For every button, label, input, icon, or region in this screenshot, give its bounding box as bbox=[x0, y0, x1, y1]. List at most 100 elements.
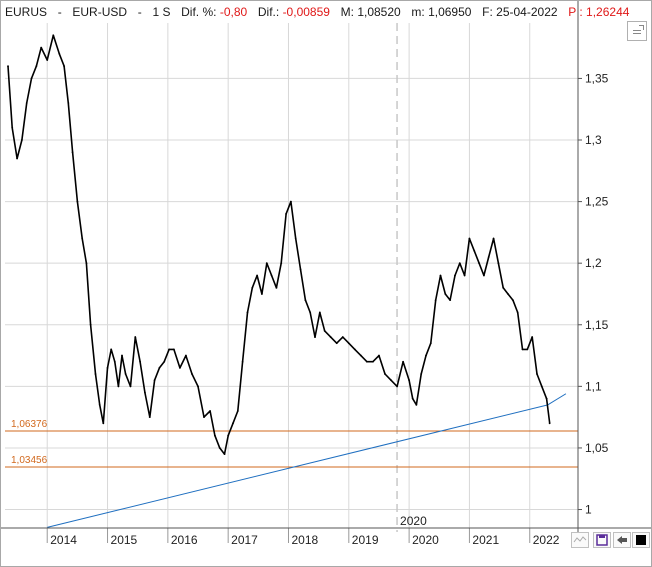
price-point bbox=[94, 373, 97, 375]
price-point bbox=[227, 434, 230, 437]
price-point bbox=[511, 299, 514, 302]
price-point bbox=[329, 336, 332, 338]
price-point bbox=[265, 262, 268, 265]
price-point bbox=[172, 348, 175, 351]
price-point bbox=[540, 385, 543, 388]
price-point bbox=[67, 102, 70, 104]
price-point bbox=[203, 416, 205, 419]
price-point bbox=[439, 274, 442, 277]
price-point bbox=[218, 447, 221, 449]
cursor-icon[interactable] bbox=[613, 532, 631, 548]
price-point bbox=[197, 385, 199, 388]
x-tick-label: 2014 bbox=[50, 533, 77, 547]
price-point bbox=[294, 237, 297, 240]
price-point bbox=[213, 434, 216, 437]
y-tick-label: 1,05 bbox=[585, 441, 609, 455]
x-tick-label: 2022 bbox=[533, 533, 560, 547]
price-point bbox=[415, 403, 418, 406]
price-point bbox=[110, 348, 113, 351]
price-point bbox=[372, 360, 374, 363]
separator: - bbox=[57, 5, 62, 19]
price-point bbox=[76, 200, 79, 203]
price-point bbox=[531, 336, 534, 338]
min-value: 1,06950 bbox=[428, 5, 472, 19]
price-point bbox=[299, 268, 302, 271]
price-point bbox=[35, 65, 38, 68]
period-label: 1 S bbox=[152, 5, 171, 19]
price-point bbox=[318, 311, 321, 314]
save-icon[interactable] bbox=[593, 532, 611, 548]
price-point bbox=[289, 200, 292, 203]
price-point bbox=[168, 348, 170, 351]
price-point bbox=[270, 274, 273, 277]
price-point bbox=[478, 262, 480, 265]
pair-label: EUR-USD bbox=[72, 5, 128, 19]
price-point bbox=[468, 237, 471, 240]
y-tick-label: 1,35 bbox=[585, 71, 609, 85]
price-point bbox=[241, 360, 244, 363]
price-point bbox=[11, 126, 14, 129]
price-point bbox=[548, 422, 551, 425]
price-point bbox=[158, 366, 161, 369]
support-lines: 1,06376 1,03456 bbox=[5, 419, 578, 468]
price-point bbox=[458, 262, 461, 265]
corner-expand-icon[interactable] bbox=[627, 21, 647, 41]
chart-style-icon[interactable] bbox=[571, 532, 589, 548]
price-point bbox=[420, 373, 423, 375]
price-point bbox=[98, 403, 101, 406]
price-point bbox=[25, 102, 28, 104]
price-point bbox=[390, 379, 392, 382]
y-tick-label: 1,15 bbox=[585, 318, 609, 332]
price-point bbox=[353, 348, 356, 351]
price-point bbox=[139, 360, 142, 363]
symbol-label: EURUS bbox=[5, 5, 48, 19]
price-point bbox=[46, 59, 49, 61]
price-point bbox=[545, 397, 548, 400]
price-point bbox=[497, 262, 500, 265]
price-point bbox=[341, 336, 344, 338]
min-label: m: bbox=[411, 5, 425, 19]
trendline-extension bbox=[547, 393, 567, 406]
x-tick-label: 2016 bbox=[171, 533, 198, 547]
support-line-label: 1,06376 bbox=[11, 419, 48, 430]
max-value: 1,08520 bbox=[357, 5, 401, 19]
x-tick-label: 2018 bbox=[291, 533, 318, 547]
price-point bbox=[144, 391, 146, 394]
price-value: 1,26244 bbox=[586, 5, 630, 19]
price-point bbox=[411, 397, 414, 400]
price-point bbox=[502, 286, 505, 289]
axes: 1 1,05 1,1 1,15 1,2 1,25 1,3 1,35 2014 2015 2016 20… bbox=[1, 1, 651, 547]
price-point bbox=[102, 422, 105, 425]
price-point bbox=[106, 366, 109, 369]
price-point bbox=[449, 299, 452, 302]
price-point bbox=[384, 373, 386, 375]
price-point bbox=[526, 348, 529, 351]
price-point bbox=[347, 342, 350, 345]
price-point bbox=[396, 385, 398, 388]
price-point bbox=[521, 348, 524, 351]
price-point bbox=[314, 336, 316, 338]
x-tick-label: 2020 bbox=[412, 533, 439, 547]
price-point bbox=[71, 151, 74, 154]
marker-label: 2020 bbox=[400, 514, 427, 528]
price-point bbox=[285, 213, 287, 215]
dif-value: -0,00859 bbox=[282, 5, 330, 19]
price-point bbox=[40, 46, 43, 49]
grid bbox=[5, 23, 578, 532]
price-point bbox=[256, 274, 259, 277]
price-point bbox=[425, 354, 427, 357]
price-point bbox=[113, 360, 116, 363]
price-point bbox=[516, 311, 519, 314]
price-point bbox=[129, 385, 132, 388]
price-point bbox=[148, 416, 151, 419]
price-point bbox=[309, 311, 312, 314]
price-point bbox=[402, 360, 404, 363]
price-point bbox=[454, 274, 456, 277]
y-tick-label: 1,2 bbox=[585, 256, 602, 270]
price-point bbox=[492, 237, 495, 240]
price-point bbox=[117, 385, 120, 388]
price-point bbox=[209, 410, 211, 412]
y-tick-label: 1,25 bbox=[585, 195, 609, 209]
fill-color-icon[interactable] bbox=[632, 532, 650, 548]
